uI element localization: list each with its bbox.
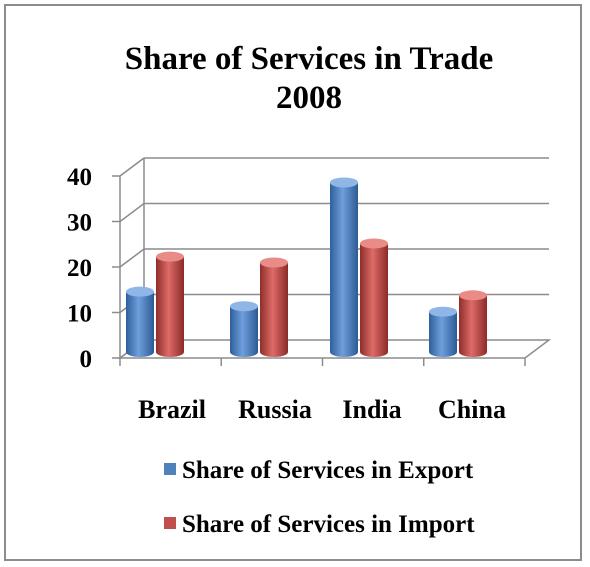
bar-export-india [330, 177, 358, 357]
bar-body [360, 243, 388, 357]
bar-import-india [360, 238, 388, 357]
bar-export-china [429, 306, 457, 357]
bar-import-russia [260, 257, 288, 357]
x-category-label: Russia [238, 395, 312, 424]
bar-body [429, 311, 457, 357]
bar-export-brazil [126, 286, 154, 357]
y-tick-label: 20 [67, 255, 92, 282]
gridline-side [119, 248, 145, 268]
bar-body [126, 291, 154, 357]
y-tick-label: 40 [67, 164, 92, 191]
chart-frame [4, 4, 582, 561]
x-category-label: India [342, 395, 401, 424]
bars [126, 177, 487, 357]
bar-export-russia [230, 301, 258, 357]
bar-top [156, 251, 184, 262]
bar-body [330, 182, 358, 357]
bar-top [360, 238, 388, 249]
bar-body [459, 295, 487, 357]
chart-title-line-2: 2008 [276, 80, 342, 116]
bar-import-china [459, 290, 487, 357]
bar-top [126, 286, 154, 297]
legend-swatch-export [164, 463, 176, 475]
x-category-label: China [438, 395, 506, 424]
chart-title-line-1: Share of Services in Trade [125, 41, 493, 77]
legend-label-export: Share of Services in Export [182, 457, 474, 484]
y-tick-label: 0 [80, 346, 93, 373]
bar-body [260, 262, 288, 357]
bar-body [156, 256, 184, 357]
bar-top [260, 257, 288, 268]
legend-label-import: Share of Services in Import [182, 511, 475, 538]
bar-top [429, 306, 457, 317]
x-category-label: Brazil [138, 395, 206, 424]
bar-body [230, 306, 258, 357]
bar-import-brazil [156, 251, 184, 357]
bar-top [330, 177, 358, 188]
bar-top [459, 290, 487, 301]
legend: Share of Services in Export Share of Ser… [164, 457, 475, 538]
y-tick-label: 30 [67, 210, 92, 237]
gridline-side [119, 157, 145, 177]
legend-swatch-import [164, 517, 176, 529]
y-axis-ticks: 0 10 20 30 40 [67, 164, 120, 373]
gridline-side [119, 202, 145, 223]
bar-top [230, 301, 258, 312]
x-axis-categories: Brazil Russia India China [119, 358, 526, 424]
y-tick-label: 10 [67, 301, 92, 328]
